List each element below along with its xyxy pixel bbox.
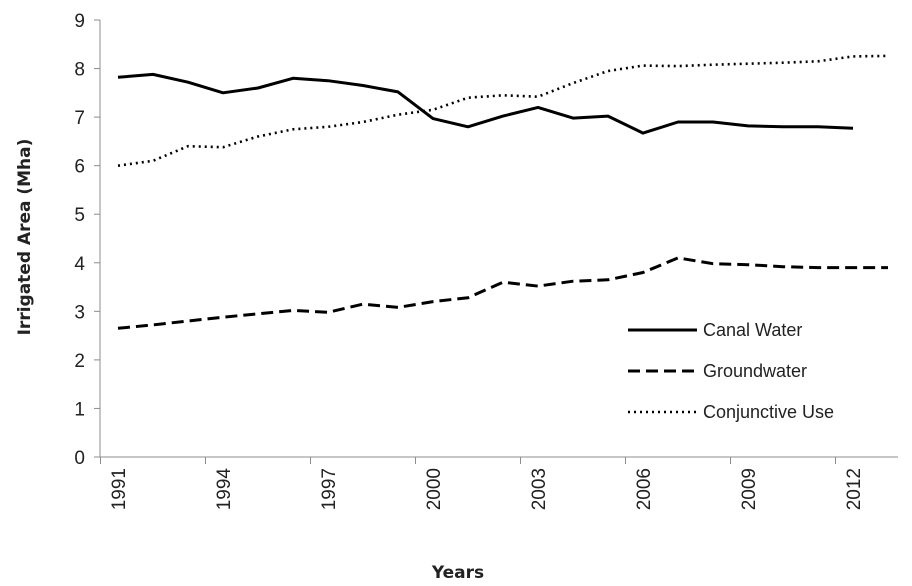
- legend-label: Conjunctive Use: [703, 402, 834, 422]
- series-line-conjunctive-use: [117, 54, 889, 167]
- y-tick-label: 3: [74, 302, 85, 323]
- x-axis-title: Years: [431, 563, 484, 583]
- y-tick-label: 0: [74, 448, 85, 469]
- series-line-canal-water: [117, 72, 854, 135]
- x-tick-label: 2012: [844, 468, 865, 510]
- y-axis: 0 1 2 3 4 5 6 7 8 9: [74, 11, 101, 469]
- x-tick-label: 2000: [424, 468, 445, 510]
- x-axis: 1991 1994 1997 2000 2003 2006 2009 2012: [100, 456, 898, 511]
- x-tick-label: 2003: [529, 468, 550, 510]
- legend: Canal Water Groundwater Conjunctive Use: [628, 320, 834, 422]
- x-tick-label: 2009: [739, 468, 760, 510]
- y-tick-label: 8: [74, 60, 85, 81]
- y-tick-label: 9: [74, 11, 85, 32]
- y-tick-label: 2: [74, 351, 85, 372]
- x-tick-label: 1994: [214, 468, 235, 511]
- y-axis-title: Irrigated Area (Mha): [15, 139, 35, 336]
- x-tick-label: 1991: [109, 468, 130, 510]
- y-tick-label: 5: [74, 205, 85, 226]
- y-tick-label: 6: [74, 157, 85, 178]
- x-tick-label: 2006: [634, 468, 655, 510]
- y-tick-label: 1: [74, 399, 85, 420]
- x-tick-label: 1997: [319, 468, 340, 510]
- series-line-groundwater: [117, 256, 888, 330]
- legend-label: Groundwater: [703, 361, 807, 381]
- y-tick-label: 7: [74, 108, 85, 129]
- y-tick-label: 4: [74, 254, 85, 275]
- legend-label: Canal Water: [703, 320, 802, 340]
- series-layer: [117, 54, 889, 330]
